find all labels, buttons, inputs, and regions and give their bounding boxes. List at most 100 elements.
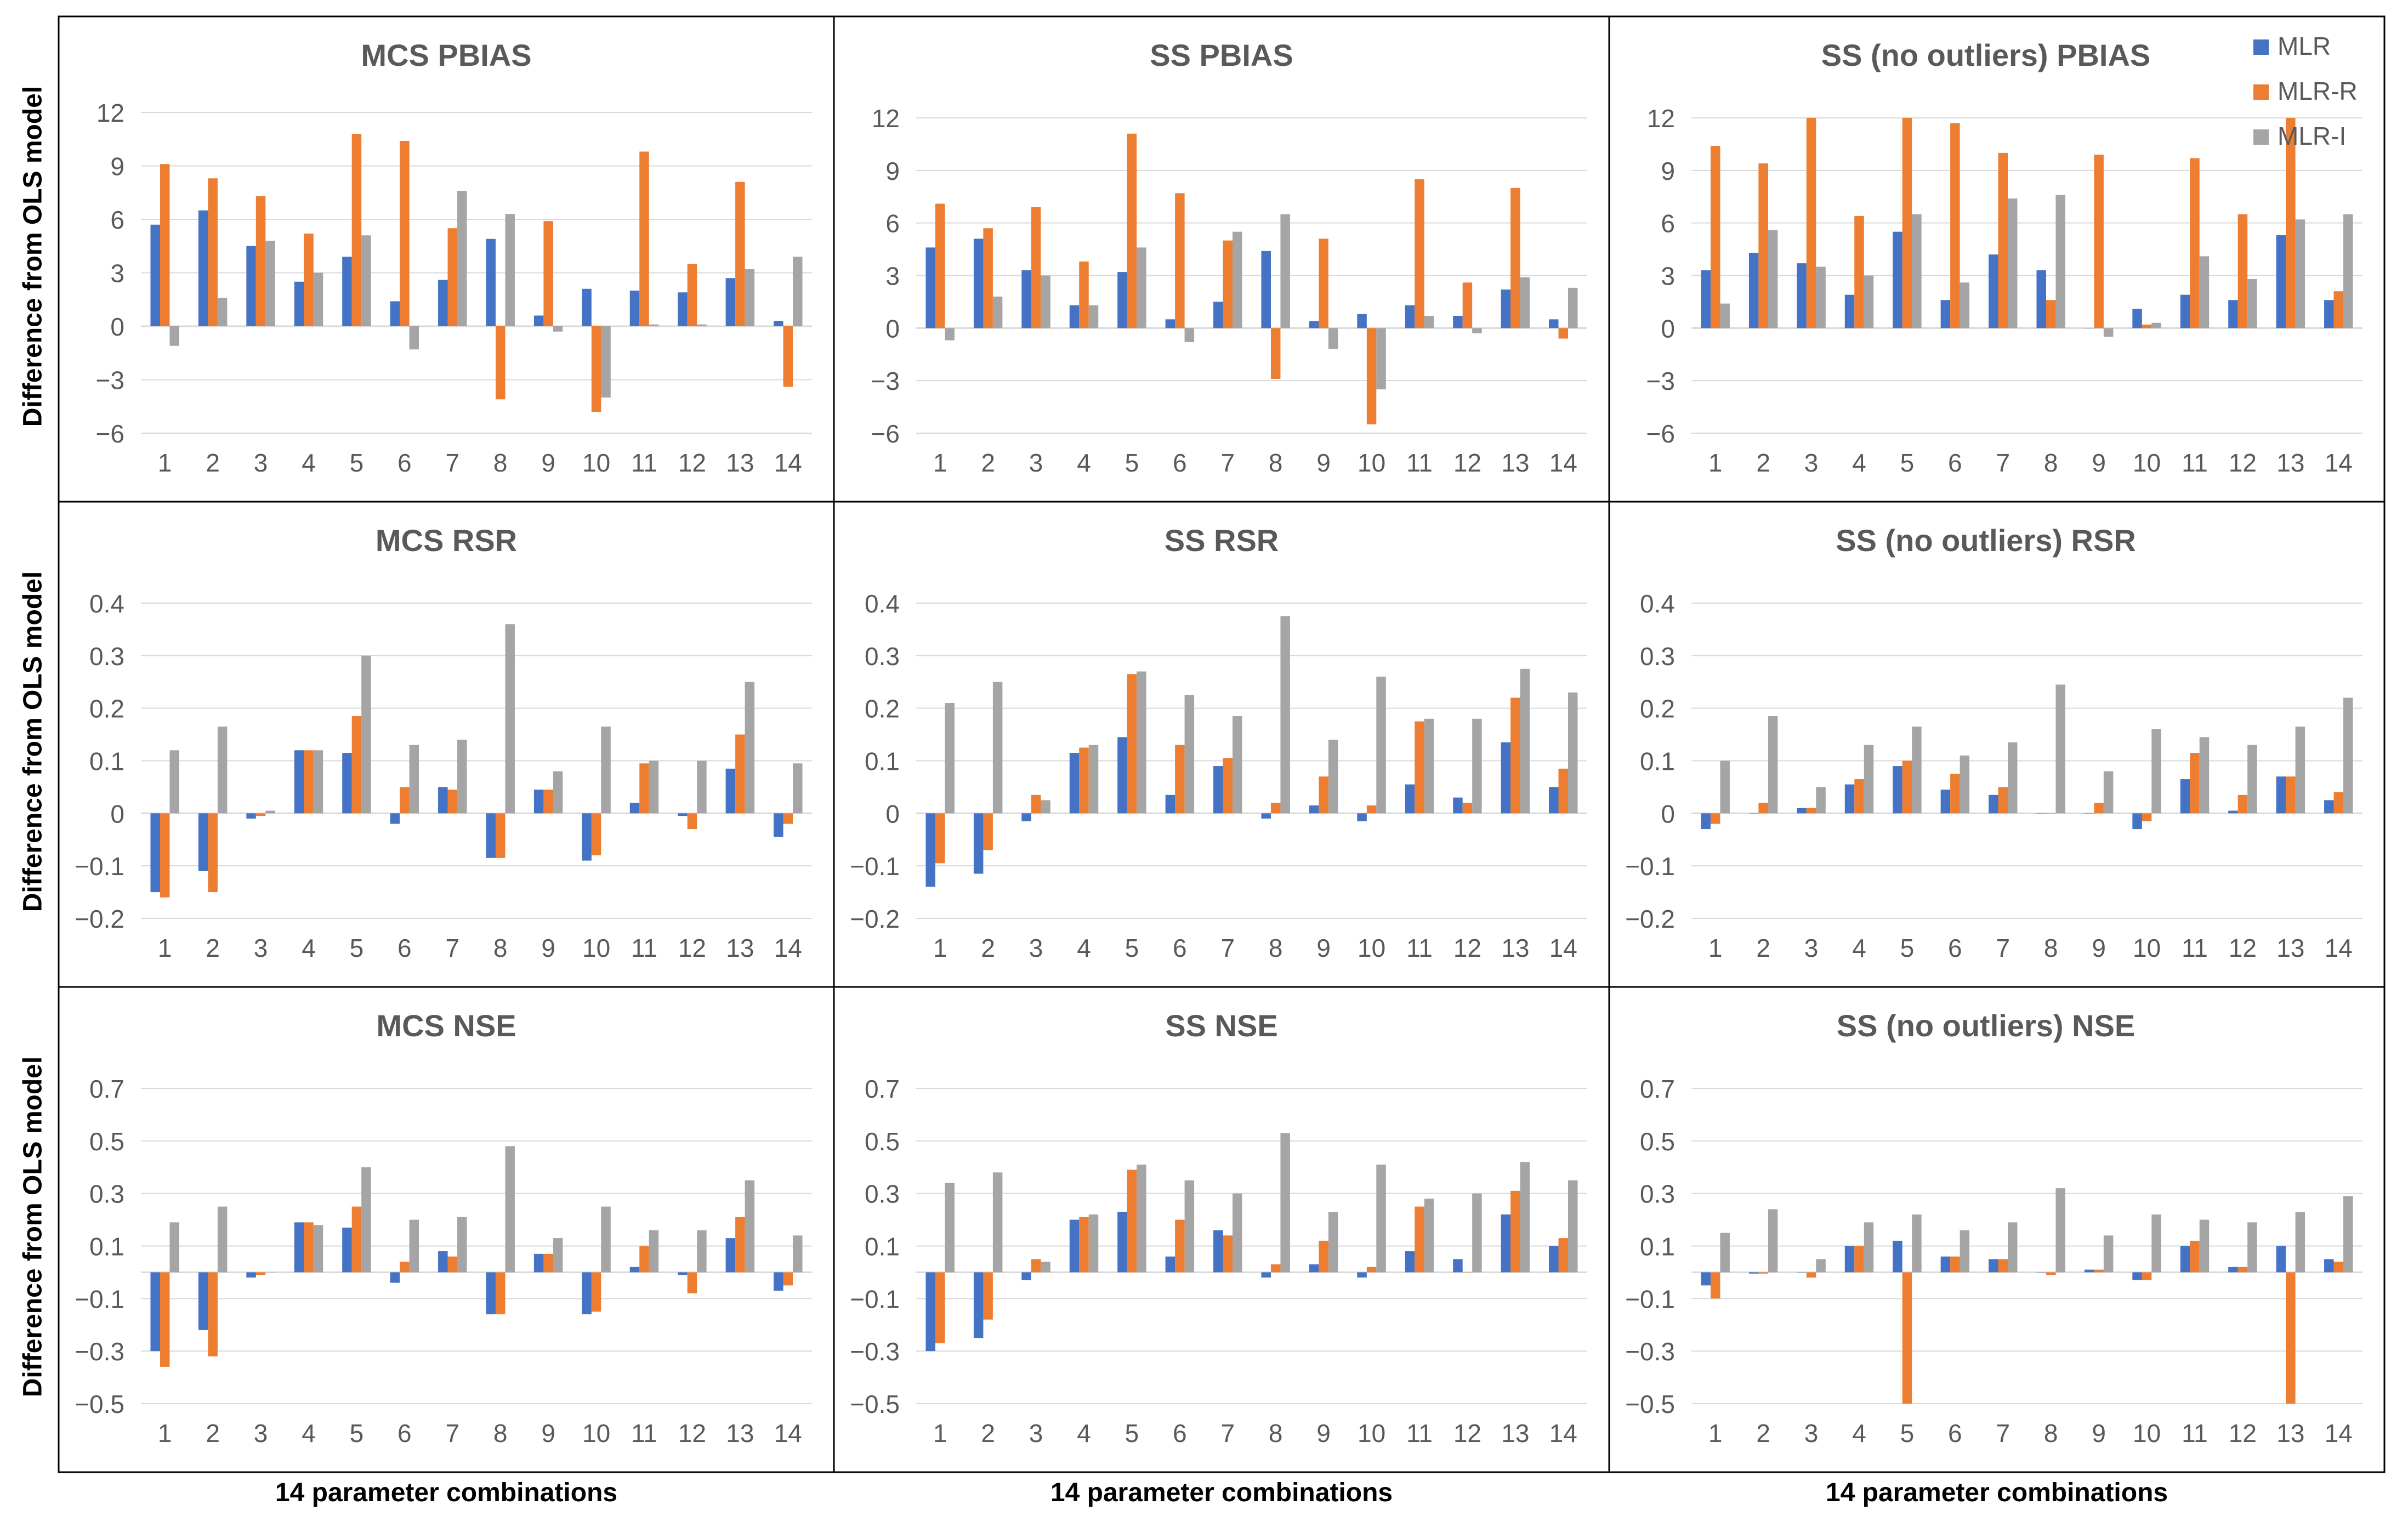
chart-4-bar-mlr-i-6 — [409, 745, 419, 814]
chart-3-bar-mlr-r-1 — [1710, 146, 1720, 328]
chart-2-x-tick-label: 11 — [1406, 449, 1433, 477]
chart-5-bar-mlr-r-4 — [1079, 747, 1089, 814]
chart-8-bar-mlr-1 — [925, 1272, 935, 1352]
chart-8-bar-mlr-r-3 — [1031, 1259, 1041, 1273]
chart-4-x-tick-label: 2 — [206, 934, 220, 962]
y-axis-label-row-1: Difference from OLS model — [18, 86, 48, 427]
chart-9-x-tick-label: 7 — [1996, 1419, 2010, 1447]
chart-1-bar-mlr-r-11 — [639, 151, 649, 326]
chart-2-x-tick-label: 2 — [981, 449, 995, 477]
chart-8-bar-mlr-i-7 — [1233, 1193, 1242, 1273]
chart-8-bar-mlr-i-2 — [992, 1172, 1003, 1273]
chart-1-bar-mlr-i-9 — [553, 326, 563, 332]
chart-5-bar-mlr-2 — [973, 813, 984, 874]
chart-1-bar-mlr-i-4 — [313, 273, 323, 326]
chart-4-bar-mlr-i-14 — [793, 763, 803, 814]
chart-7-bar-mlr-9 — [533, 1253, 544, 1273]
chart-8-bar-mlr-r-13 — [1510, 1190, 1520, 1273]
chart-8-bar-mlr-10 — [1357, 1272, 1367, 1278]
chart-1-x-tick-label: 6 — [397, 449, 412, 477]
chart-8-bar-mlr-8 — [1261, 1272, 1271, 1278]
chart-9-bar-mlr-6 — [1940, 1256, 1951, 1273]
chart-1-bar-mlr-1 — [150, 224, 160, 326]
chart-2-y-tick-label: 0 — [885, 314, 900, 343]
chart-9-bar-mlr-r-4 — [1854, 1246, 1864, 1273]
chart-2-bar-mlr-i-7 — [1233, 231, 1242, 328]
chart-7-y-tick-label: −0.1 — [75, 1285, 124, 1313]
chart-3-x-tick-label: 4 — [1852, 449, 1866, 477]
chart-1-bar-mlr-r-4 — [304, 234, 314, 326]
chart-6-y-tick-label: 0 — [1661, 799, 1675, 828]
chart-6-bar-mlr-10 — [2132, 813, 2142, 830]
chart-9-bar-mlr-1 — [1701, 1272, 1711, 1286]
chart-9-bar-mlr-r-7 — [1998, 1259, 2008, 1273]
chart-5-bar-mlr-r-12 — [1462, 803, 1473, 814]
chart-7-x-tick-label: 12 — [678, 1419, 706, 1447]
chart-1-bar-mlr-r-13 — [735, 181, 745, 326]
chart-4-bar-mlr-5 — [342, 753, 352, 814]
chart-6-bar-mlr-i-7 — [2008, 742, 2018, 814]
chart-4-bar-mlr-14 — [774, 813, 783, 837]
chart-3-bar-mlr-r-10 — [2142, 324, 2152, 328]
chart-4-bar-mlr-10 — [582, 813, 592, 861]
chart-6-x-tick-label: 14 — [2325, 934, 2353, 962]
chart-5-x-tick-label: 12 — [1453, 934, 1481, 962]
chart-2-bar-mlr-11 — [1405, 305, 1415, 328]
chart-7-bar-mlr-11 — [629, 1267, 640, 1273]
chart-6-x-tick-label: 11 — [2182, 934, 2208, 962]
chart-6-y-tick-label: 0.4 — [1640, 589, 1675, 618]
chart-6-bar-mlr-i-14 — [2343, 697, 2353, 814]
chart-1-x-tick-label: 10 — [582, 449, 610, 477]
chart-5-bar-mlr-6 — [1165, 794, 1175, 814]
chart-7-bar-mlr-13 — [725, 1238, 736, 1273]
chart-7-x-tick-label: 5 — [350, 1419, 364, 1447]
chart-3-bar-mlr-i-1 — [1720, 303, 1730, 328]
chart-3-x-tick-label: 11 — [2182, 449, 2208, 477]
chart-9-bar-mlr-r-5 — [1902, 1272, 1912, 1404]
chart-9-bar-mlr-8 — [2036, 1272, 2046, 1273]
chart-4-bar-mlr-r-2 — [208, 813, 218, 893]
chart-2-bar-mlr-r-7 — [1223, 240, 1233, 328]
chart-4-y-tick-label: 0.3 — [89, 642, 124, 671]
chart-8-bar-mlr-i-4 — [1088, 1214, 1099, 1273]
chart-9-bar-mlr-r-14 — [2333, 1262, 2344, 1273]
chart-4-bar-mlr-r-6 — [400, 787, 410, 814]
chart-1-x-tick-label: 9 — [541, 449, 555, 477]
chart-1-bar-mlr-r-14 — [783, 326, 793, 387]
chart-8-bar-mlr-9 — [1309, 1264, 1319, 1273]
chart-9-y-tick-label: −0.5 — [1625, 1390, 1675, 1418]
chart-3-bar-mlr-r-2 — [1758, 163, 1768, 328]
chart-1-bar-mlr-i-1 — [169, 326, 179, 346]
chart-3-bar-mlr-i-6 — [1960, 282, 1970, 328]
chart-9-bar-mlr-r-9 — [2094, 1269, 2104, 1273]
chart-5-bar-mlr-r-6 — [1175, 745, 1185, 814]
chart-5-x-tick-label: 13 — [1501, 934, 1529, 962]
chart-8-x-tick-label: 10 — [1358, 1419, 1385, 1447]
chart-6-bar-mlr-i-1 — [1720, 760, 1730, 814]
chart-9-bar-mlr-i-6 — [1960, 1230, 1970, 1273]
chart-9-x-tick-label: 6 — [1948, 1419, 1962, 1447]
chart-1-bar-mlr-r-10 — [591, 326, 601, 412]
chart-9-x-tick-label: 10 — [2133, 1419, 2161, 1447]
chart-8-bar-mlr-r-8 — [1270, 1264, 1281, 1273]
chart-6-x-tick-label: 1 — [1708, 934, 1723, 962]
chart-1-bar-mlr-9 — [533, 315, 544, 326]
chart-9-bar-mlr-4 — [1844, 1246, 1855, 1273]
chart-2-bar-mlr-r-14 — [1558, 328, 1569, 339]
chart-8-bar-mlr-i-12 — [1472, 1193, 1482, 1273]
chart-9-bar-mlr-7 — [1989, 1259, 1998, 1273]
chart-6-bar-mlr-6 — [1940, 790, 1951, 814]
chart-2-x-tick-label: 1 — [933, 449, 947, 477]
chart-5-bar-mlr-r-2 — [983, 813, 993, 850]
chart-2-bar-mlr-r-8 — [1270, 328, 1281, 379]
chart-1-bar-mlr-7 — [438, 280, 448, 326]
chart-6-bar-mlr-i-10 — [2151, 729, 2161, 814]
chart-8-bar-mlr-i-11 — [1424, 1199, 1434, 1273]
chart-1-bar-mlr-11 — [629, 291, 640, 326]
chart-4-bar-mlr-11 — [629, 803, 640, 814]
chart-8-x-tick-label: 14 — [1549, 1419, 1577, 1447]
chart-1-bar-mlr-8 — [486, 239, 496, 326]
chart-6-y-tick-label: −0.2 — [1625, 905, 1675, 933]
chart-2-x-tick-label: 5 — [1125, 449, 1139, 477]
